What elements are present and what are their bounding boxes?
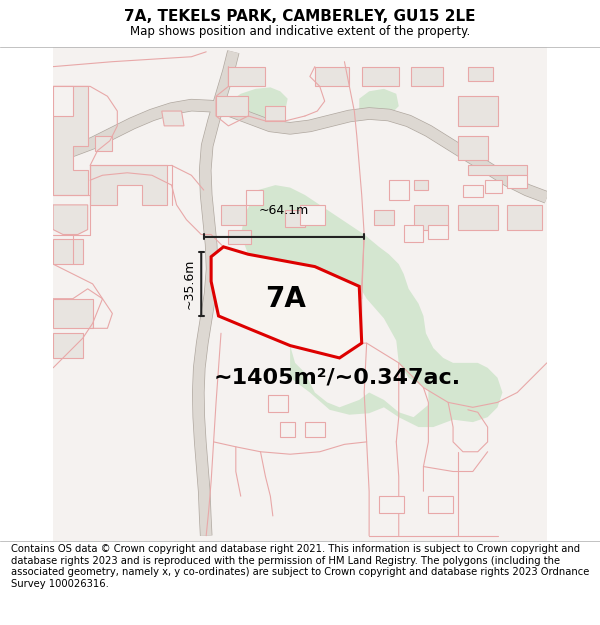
Polygon shape (226, 88, 287, 121)
Polygon shape (362, 67, 399, 86)
Polygon shape (413, 205, 448, 229)
Polygon shape (53, 205, 88, 234)
Polygon shape (389, 180, 409, 200)
Polygon shape (458, 205, 497, 229)
Polygon shape (508, 205, 542, 229)
Text: Map shows position and indicative extent of the property.: Map shows position and indicative extent… (130, 24, 470, 38)
Polygon shape (53, 299, 92, 328)
Polygon shape (413, 180, 428, 190)
Polygon shape (463, 185, 482, 198)
Polygon shape (458, 96, 497, 126)
Polygon shape (268, 395, 287, 412)
Polygon shape (229, 229, 251, 244)
Polygon shape (428, 496, 453, 514)
Polygon shape (305, 422, 325, 437)
Polygon shape (53, 86, 73, 116)
Polygon shape (359, 89, 399, 119)
Polygon shape (245, 190, 263, 205)
Polygon shape (221, 205, 245, 224)
Polygon shape (216, 96, 248, 116)
Polygon shape (241, 185, 502, 427)
Polygon shape (428, 224, 448, 239)
Text: ~64.1m: ~64.1m (259, 204, 309, 217)
Polygon shape (300, 205, 325, 224)
Polygon shape (162, 111, 184, 126)
Polygon shape (458, 136, 488, 161)
Polygon shape (404, 224, 424, 242)
Polygon shape (315, 67, 349, 86)
Polygon shape (285, 210, 305, 227)
Polygon shape (280, 422, 295, 437)
Polygon shape (485, 180, 502, 192)
Polygon shape (53, 239, 83, 264)
Polygon shape (508, 175, 527, 188)
Text: 7A: 7A (265, 285, 305, 312)
Text: ~1405m²/~0.347ac.: ~1405m²/~0.347ac. (214, 368, 461, 388)
Polygon shape (53, 86, 88, 195)
Polygon shape (379, 496, 404, 514)
Polygon shape (265, 106, 285, 121)
Polygon shape (53, 333, 83, 358)
Polygon shape (411, 67, 443, 86)
Polygon shape (211, 247, 362, 358)
Text: ~35.6m: ~35.6m (182, 259, 196, 309)
Polygon shape (90, 166, 167, 205)
Polygon shape (229, 67, 265, 86)
Polygon shape (95, 136, 112, 151)
Polygon shape (468, 166, 527, 175)
Polygon shape (374, 210, 394, 224)
Text: 7A, TEKELS PARK, CAMBERLEY, GU15 2LE: 7A, TEKELS PARK, CAMBERLEY, GU15 2LE (124, 9, 476, 24)
Polygon shape (468, 67, 493, 81)
Text: Contains OS data © Crown copyright and database right 2021. This information is : Contains OS data © Crown copyright and d… (11, 544, 589, 589)
